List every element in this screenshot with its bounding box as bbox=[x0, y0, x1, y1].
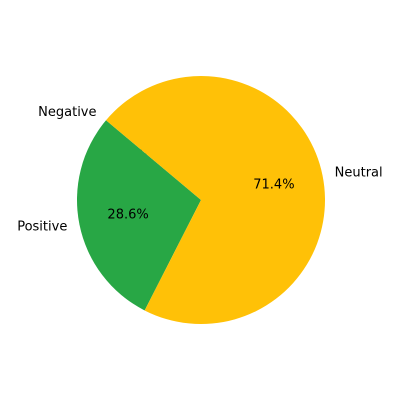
slice-pct-neutral: 71.4% bbox=[253, 178, 294, 193]
pie-slice-positive bbox=[76, 120, 201, 311]
slice-label-neutral: Neutral bbox=[335, 165, 383, 180]
slice-pct-positive: 28.6% bbox=[107, 207, 148, 222]
pie-slice-neutral bbox=[106, 75, 325, 324]
slice-label-positive: Positive bbox=[17, 220, 67, 235]
slice-label-negative: Negative bbox=[38, 105, 96, 120]
